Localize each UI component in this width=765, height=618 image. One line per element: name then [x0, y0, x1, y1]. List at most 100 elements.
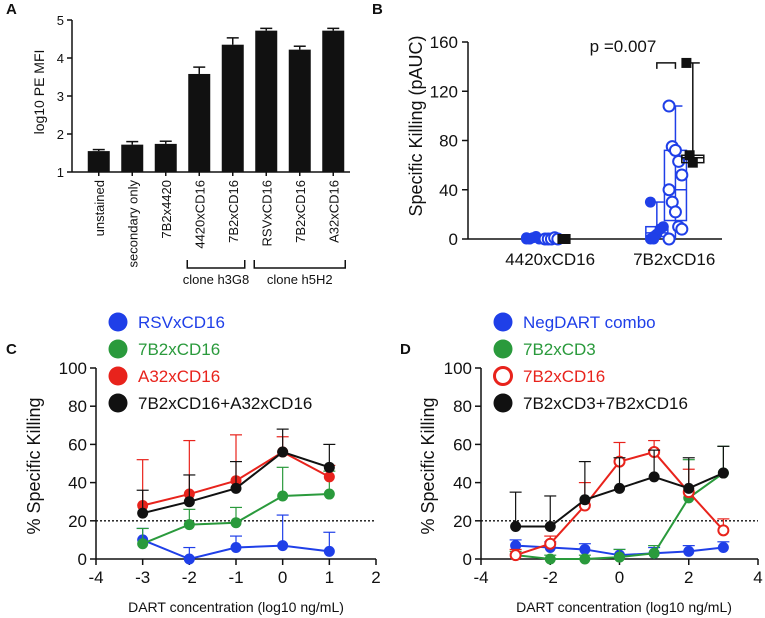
panel-c-xtick-label: 1 [325, 568, 334, 587]
panel-a-category-label: 7B2xCD16 [293, 180, 308, 243]
panel-d-xtick-label: 4 [753, 568, 762, 587]
panel-b-point [524, 233, 536, 245]
panel-c-ytick-label: 80 [68, 397, 87, 416]
panel-c-point [230, 482, 242, 494]
panel-c-ylabel: % Specific Killing [24, 397, 44, 534]
panel-c-xtick-label: -4 [88, 568, 103, 587]
panel-b-point [662, 232, 676, 246]
panel-d-xtick-label: -2 [543, 568, 558, 587]
panel-c-ytick-label: 20 [68, 512, 87, 531]
panel-b-point [675, 168, 689, 182]
panel-d-point [614, 551, 625, 563]
panel-c-xtick-label: -3 [135, 568, 150, 587]
panel-a-category-label: RSVxCD16 [259, 180, 274, 246]
panel-d-point [683, 482, 695, 494]
panel-c-point [323, 488, 335, 500]
panel-b-point [648, 233, 660, 245]
panel-d-xtick-label: 0 [615, 568, 624, 587]
panel-c-point [183, 553, 195, 565]
panel-letter-b: B [372, 1, 383, 18]
panel-c-point [230, 542, 242, 554]
panel-d-point [648, 547, 660, 559]
panel-b-ytick-label: 120 [430, 82, 458, 101]
panel-a-group-label: clone h5H2 [267, 272, 333, 287]
panel-a-bar [188, 73, 211, 172]
panel-b-category-label: 7B2xCD16 [633, 250, 715, 269]
panel-b-point [668, 205, 682, 219]
panel-b-point [687, 157, 698, 168]
panel-a-bar [322, 30, 345, 172]
panel-c-point [183, 496, 195, 508]
panel-c-line-chart: % Specific Killing DART concentration (l… [24, 312, 381, 615]
panel-a-category-label: 7B2x4420 [159, 180, 174, 239]
panel-d-point [579, 543, 591, 555]
panel-b-ytick-label: 160 [430, 33, 458, 52]
panel-a-category-label: A32xCD16 [326, 180, 341, 243]
panel-b-point [668, 143, 682, 157]
panel-c-ytick-label: 60 [68, 435, 87, 454]
panel-d-xlabel: DART concentration (log10 ng/mL) [516, 599, 732, 615]
panel-b-ytick-label: 80 [439, 132, 458, 151]
panel-d-point [648, 471, 660, 483]
panel-c-point [323, 545, 335, 557]
panel-c-legend-marker [108, 312, 128, 332]
panel-c-legend-marker [108, 339, 128, 359]
panel-d-point [510, 521, 522, 533]
panel-c-legend-label: 7B2xCD16 [138, 340, 220, 359]
panel-a-bar [255, 30, 278, 172]
panel-a-category-label: secondary only [125, 180, 140, 268]
panel-b-point [560, 234, 571, 244]
panel-d-point [579, 553, 591, 565]
panel-d-xtick-label: -4 [473, 568, 488, 587]
panel-b-significance-bracket [656, 62, 677, 69]
panel-b-point [662, 183, 676, 197]
panel-a-bar [288, 49, 311, 172]
panel-d-point [614, 482, 625, 494]
panel-c-point [277, 490, 289, 502]
panel-d-legend-label: 7B2xCD3+7B2xCD16 [523, 394, 688, 413]
panel-d-ytick-label: 20 [453, 512, 472, 531]
panel-d-point [509, 549, 522, 562]
panel-b-ylabel: Specific Killing (pAUC) [406, 35, 426, 216]
panel-b-point [662, 99, 676, 113]
panel-a-bar [154, 143, 177, 172]
panel-b-p-value: p =0.007 [590, 37, 657, 56]
panel-d-legend-label: 7B2xCD16 [523, 367, 605, 386]
panel-d-point [717, 524, 730, 537]
panel-c-point [137, 507, 149, 519]
panel-d-point [683, 545, 695, 557]
panel-a-category-label: 7B2xCD16 [226, 180, 241, 243]
panel-b-point [684, 150, 695, 161]
panel-c-point [277, 540, 289, 552]
panel-c-xtick-label: 2 [371, 568, 380, 587]
panel-a-category-label: unstained [92, 180, 107, 236]
panel-a-ylabel: log10 PE MFI [31, 50, 47, 135]
panel-d-point [717, 542, 729, 554]
panel-a-bar [87, 151, 110, 172]
panel-c-xtick-label: -2 [182, 568, 197, 587]
panel-c-xlabel: DART concentration (log10 ng/mL) [128, 599, 344, 615]
panel-c-legend-label: RSVxCD16 [138, 313, 225, 332]
panel-c-legend-label: A32xCD16 [138, 367, 220, 386]
panel-b-ytick-label: 40 [439, 181, 458, 200]
panel-d-legend-marker [493, 312, 513, 332]
panel-b-point [657, 221, 669, 233]
panel-c-xtick-label: -1 [228, 568, 243, 587]
panel-c-point [323, 461, 335, 473]
panel-letter-a: A [6, 1, 17, 18]
panel-c-legend-label: 7B2xCD16+A32xCD16 [138, 394, 312, 413]
panel-c-point [323, 471, 335, 483]
panel-letter-c: C [6, 341, 17, 358]
panel-c-ytick-label: 40 [68, 474, 87, 493]
panel-d-ytick-label: 100 [444, 359, 472, 378]
panel-a-group-label: clone h3G8 [183, 272, 250, 287]
panel-b-category-label: 4420xCD16 [505, 250, 595, 269]
panel-d-legend-marker [493, 393, 513, 413]
panel-a-bar [221, 44, 244, 173]
panel-c-point [137, 538, 149, 550]
panel-d-xtick-label: 2 [684, 568, 693, 587]
panel-c-xtick-label: 0 [278, 568, 287, 587]
panel-d-legend-label: 7B2xCD3 [523, 340, 596, 359]
panel-d-ytick-label: 0 [463, 550, 472, 569]
panel-d-point [544, 521, 556, 533]
